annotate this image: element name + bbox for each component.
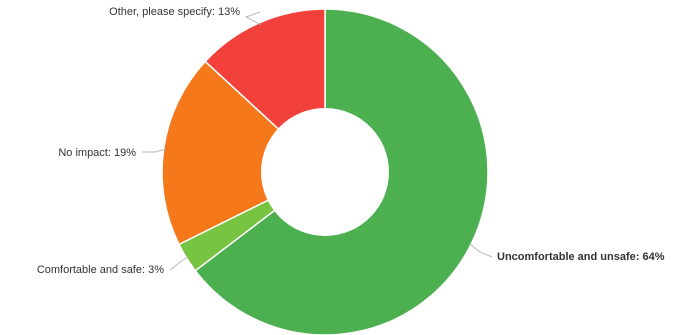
slice-no-impact	[161, 60, 327, 246]
donut-hole	[261, 108, 389, 236]
data-label: Comfortable and safe: 3%	[37, 264, 164, 276]
leader-line	[244, 11, 261, 25]
leader-line	[468, 243, 493, 258]
data-label: Uncomfortable and unsafe: 64%	[497, 251, 665, 263]
data-label: No impact: 19%	[58, 147, 136, 159]
leader-line	[142, 148, 166, 153]
leader-line	[169, 256, 189, 271]
data-label: Other, please specify: 13%	[109, 6, 240, 18]
